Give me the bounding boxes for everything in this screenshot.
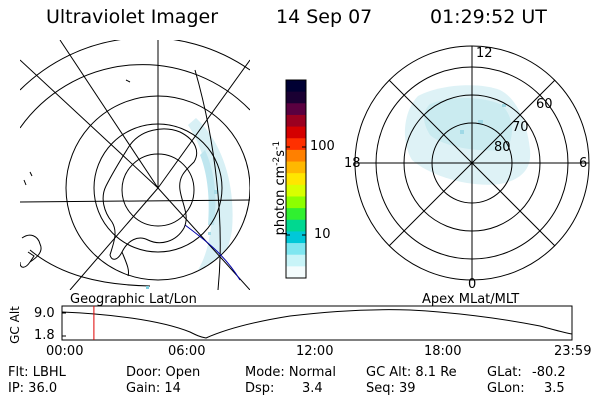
colorbar-swatch [286,173,306,186]
colorbar-swatch [286,243,306,256]
mlat-label-70: 70 [512,120,529,135]
right-panel-caption: Apex MLat/MLT [422,292,520,307]
altitude-plot [61,305,573,341]
instrument-title: Ultraviolet Imager [46,6,219,28]
mlt-label-6: 6 [579,156,588,171]
xtick-1800: 18:00 [424,344,462,359]
mlat-label-80: 80 [494,140,511,155]
altitude-ytick-low: 1.8 [34,328,55,343]
info-ip: IP: 36.0 [8,381,58,396]
info-gain: Gain: 14 [126,381,181,396]
info-filter: Flt: LBHL [8,365,66,380]
info-seq: Seq: 39 [366,381,416,396]
altitude-ylabel: GC Alt [8,306,22,344]
info-glon-value: 3.5 [544,381,565,396]
geographic-map [20,40,250,290]
colorbar-swatch [286,184,306,197]
info-glat-label: GLat: [487,365,522,380]
colorbar-swatch [286,161,306,174]
left-panel-caption: Geographic Lat/Lon [70,292,197,307]
info-mode: Mode: Normal [245,365,336,380]
xtick-0600: 06:00 [168,344,206,359]
info-glon-label: GLon: [487,381,525,396]
colorbar-swatch [286,266,306,279]
colorbar-swatch [286,231,306,244]
info-dsp-label: Dsp: [245,381,275,396]
colorbar-tick-10: 10 [314,227,331,242]
mlat-label-60: 60 [536,97,553,112]
mlt-label-18: 18 [344,156,361,171]
colorbar-swatch [286,196,306,209]
info-dsp-value: 3.4 [302,381,323,396]
colorbar-swatch [286,126,306,139]
info-gc-alt: GC Alt: 8.1 Re [366,365,457,380]
left-aurora-emission [188,118,233,280]
xtick-0000: 00:00 [46,344,84,359]
colorbar-swatch [286,103,306,116]
magnetic-map [354,45,590,281]
colorbar-swatch [286,149,306,163]
colorbar-unit-label: photon cm-2s-1 [271,140,289,236]
mlt-label-12: 12 [476,46,493,61]
xtick-1200: 12:00 [296,344,334,359]
colorbar-swatch [286,138,306,151]
colorbar-swatch [286,80,306,93]
colorbar [285,79,307,279]
colorbar-swatch [286,91,306,104]
colorbar-swatch [286,254,306,267]
colorbar-swatch [286,219,306,232]
observation-date: 14 Sep 07 [276,6,373,28]
info-door: Door: Open [126,365,201,380]
xtick-2359: 23:59 [554,344,592,359]
observation-time: 01:29:52 UT [430,6,547,28]
colorbar-tick-100: 100 [310,139,335,154]
colorbar-swatch [286,114,306,128]
altitude-ytick-high: 9.0 [34,306,55,321]
mlt-label-0: 0 [468,277,477,292]
colorbar-swatch [286,208,306,221]
info-glat-value: -80.2 [532,365,566,380]
